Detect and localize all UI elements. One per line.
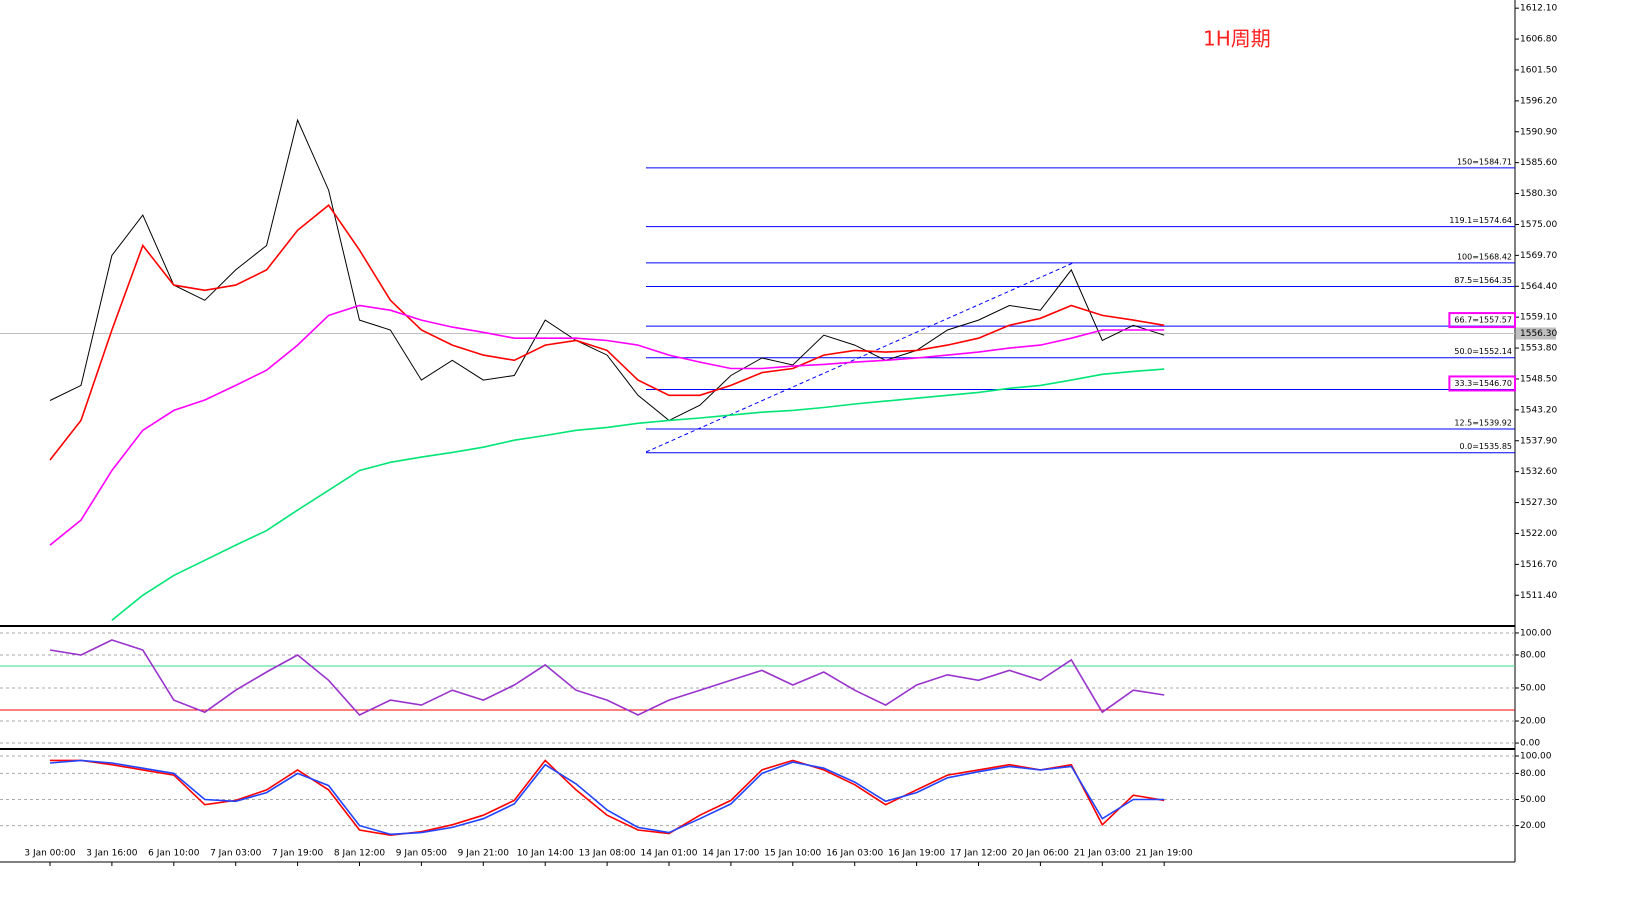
y-tick-label: 80.00 (1520, 650, 1546, 660)
fib-label: 119.1=1574.64 (1449, 216, 1512, 225)
y-tick-label: 1532.60 (1520, 467, 1557, 477)
x-tick-label: 20 Jan 06:00 (1012, 849, 1069, 859)
fib-label: 0.0=1535.85 (1459, 442, 1512, 451)
x-tick-label: 7 Jan 19:00 (272, 849, 324, 859)
y-tick-label: 100.00 (1520, 628, 1552, 638)
x-tick-label: 14 Jan 17:00 (702, 849, 759, 859)
y-tick-label: 1564.40 (1520, 282, 1557, 292)
x-tick-label: 21 Jan 19:00 (1136, 849, 1193, 859)
y-tick-label: 1590.90 (1520, 127, 1557, 137)
y-tick-label: 1553.80 (1520, 344, 1557, 354)
y-tick-label: 80.00 (1520, 769, 1546, 779)
x-tick-label: 7 Jan 03:00 (210, 849, 262, 859)
annotation: 1H周期 (1203, 27, 1271, 51)
x-tick-label: 14 Jan 01:00 (641, 849, 698, 859)
x-tick-label: 10 Jan 14:00 (517, 849, 574, 859)
x-tick-label: 13 Jan 08:00 (579, 849, 636, 859)
current-price-box (1516, 327, 1556, 340)
x-tick-label: 6 Jan 10:00 (148, 849, 200, 859)
y-tick-label: 1537.90 (1520, 436, 1557, 446)
y-tick-label: 1580.30 (1520, 189, 1557, 199)
x-tick-label: 17 Jan 12:00 (950, 849, 1007, 859)
x-tick-label: 21 Jan 03:00 (1074, 849, 1131, 859)
y-tick-label: 50.00 (1520, 795, 1546, 805)
x-tick-label: 3 Jan 16:00 (86, 849, 138, 859)
x-tick-label: 9 Jan 05:00 (396, 849, 448, 859)
fib-label: 50.0=1552.14 (1454, 347, 1512, 356)
y-tick-label: 1575.00 (1520, 220, 1557, 230)
y-tick-label: 1522.00 (1520, 529, 1557, 539)
y-tick-label: 50.00 (1520, 684, 1546, 694)
x-tick-label: 9 Jan 21:00 (458, 849, 510, 859)
series-line (111, 368, 1165, 621)
series-line (49, 204, 1165, 461)
x-tick-label: 16 Jan 19:00 (888, 849, 945, 859)
fib-highlight (1448, 312, 1516, 329)
y-tick-label: 1543.20 (1520, 405, 1557, 415)
y-tick-label: 0.00 (1520, 739, 1540, 749)
fib-label: 66.7=1557.57 (1454, 316, 1512, 325)
fib-label: 33.3=1546.70 (1454, 379, 1512, 388)
fib-label: 100=1568.42 (1457, 252, 1512, 261)
current-price-label: 1556.30 (1520, 329, 1557, 339)
y-tick-label: 1527.30 (1520, 498, 1557, 508)
y-tick-label: 1606.80 (1520, 35, 1557, 45)
y-tick-label: 20.00 (1520, 717, 1546, 727)
plot-background (0, 0, 1515, 862)
y-tick-label: 1516.70 (1520, 560, 1557, 570)
y-tick-label: 1559.10 (1520, 313, 1557, 323)
series-line (49, 118, 1165, 421)
series-line (49, 304, 1165, 546)
y-tick-label: 1601.50 (1520, 65, 1557, 75)
fib-label: 87.5=1564.35 (1454, 276, 1512, 285)
y-tick-label: 1596.20 (1520, 96, 1557, 106)
fib-label: 150=1584.71 (1457, 157, 1512, 166)
y-tick-label: 1511.40 (1520, 591, 1557, 601)
series-line (49, 759, 1165, 836)
x-tick-label: 8 Jan 12:00 (334, 849, 386, 859)
x-tick-label: 16 Jan 03:00 (826, 849, 883, 859)
y-tick-label: 1612.10 (1520, 4, 1557, 14)
series-line (49, 639, 1165, 716)
fib-highlight (1448, 375, 1516, 392)
x-tick-label: 15 Jan 10:00 (764, 849, 821, 859)
y-tick-label: 1569.70 (1520, 251, 1557, 261)
y-tick-label: 20.00 (1520, 821, 1546, 831)
y-tick-label: 100.00 (1520, 752, 1552, 762)
fib-label: 12.5=1539.92 (1454, 418, 1512, 427)
x-tick-label: 3 Jan 00:00 (24, 849, 76, 859)
y-tick-label: 1548.50 (1520, 374, 1557, 384)
y-tick-label: 1585.60 (1520, 158, 1557, 168)
series-line (50, 759, 1165, 837)
